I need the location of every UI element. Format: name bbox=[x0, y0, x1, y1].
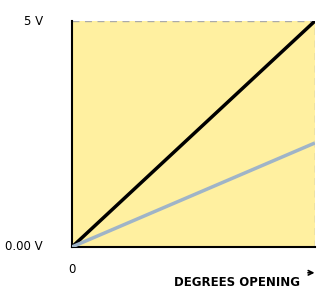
Text: 5 V: 5 V bbox=[24, 14, 43, 28]
Text: 0.00 V: 0.00 V bbox=[5, 240, 43, 253]
Text: DEGREES OPENING: DEGREES OPENING bbox=[174, 276, 300, 289]
Text: 0: 0 bbox=[69, 262, 76, 276]
